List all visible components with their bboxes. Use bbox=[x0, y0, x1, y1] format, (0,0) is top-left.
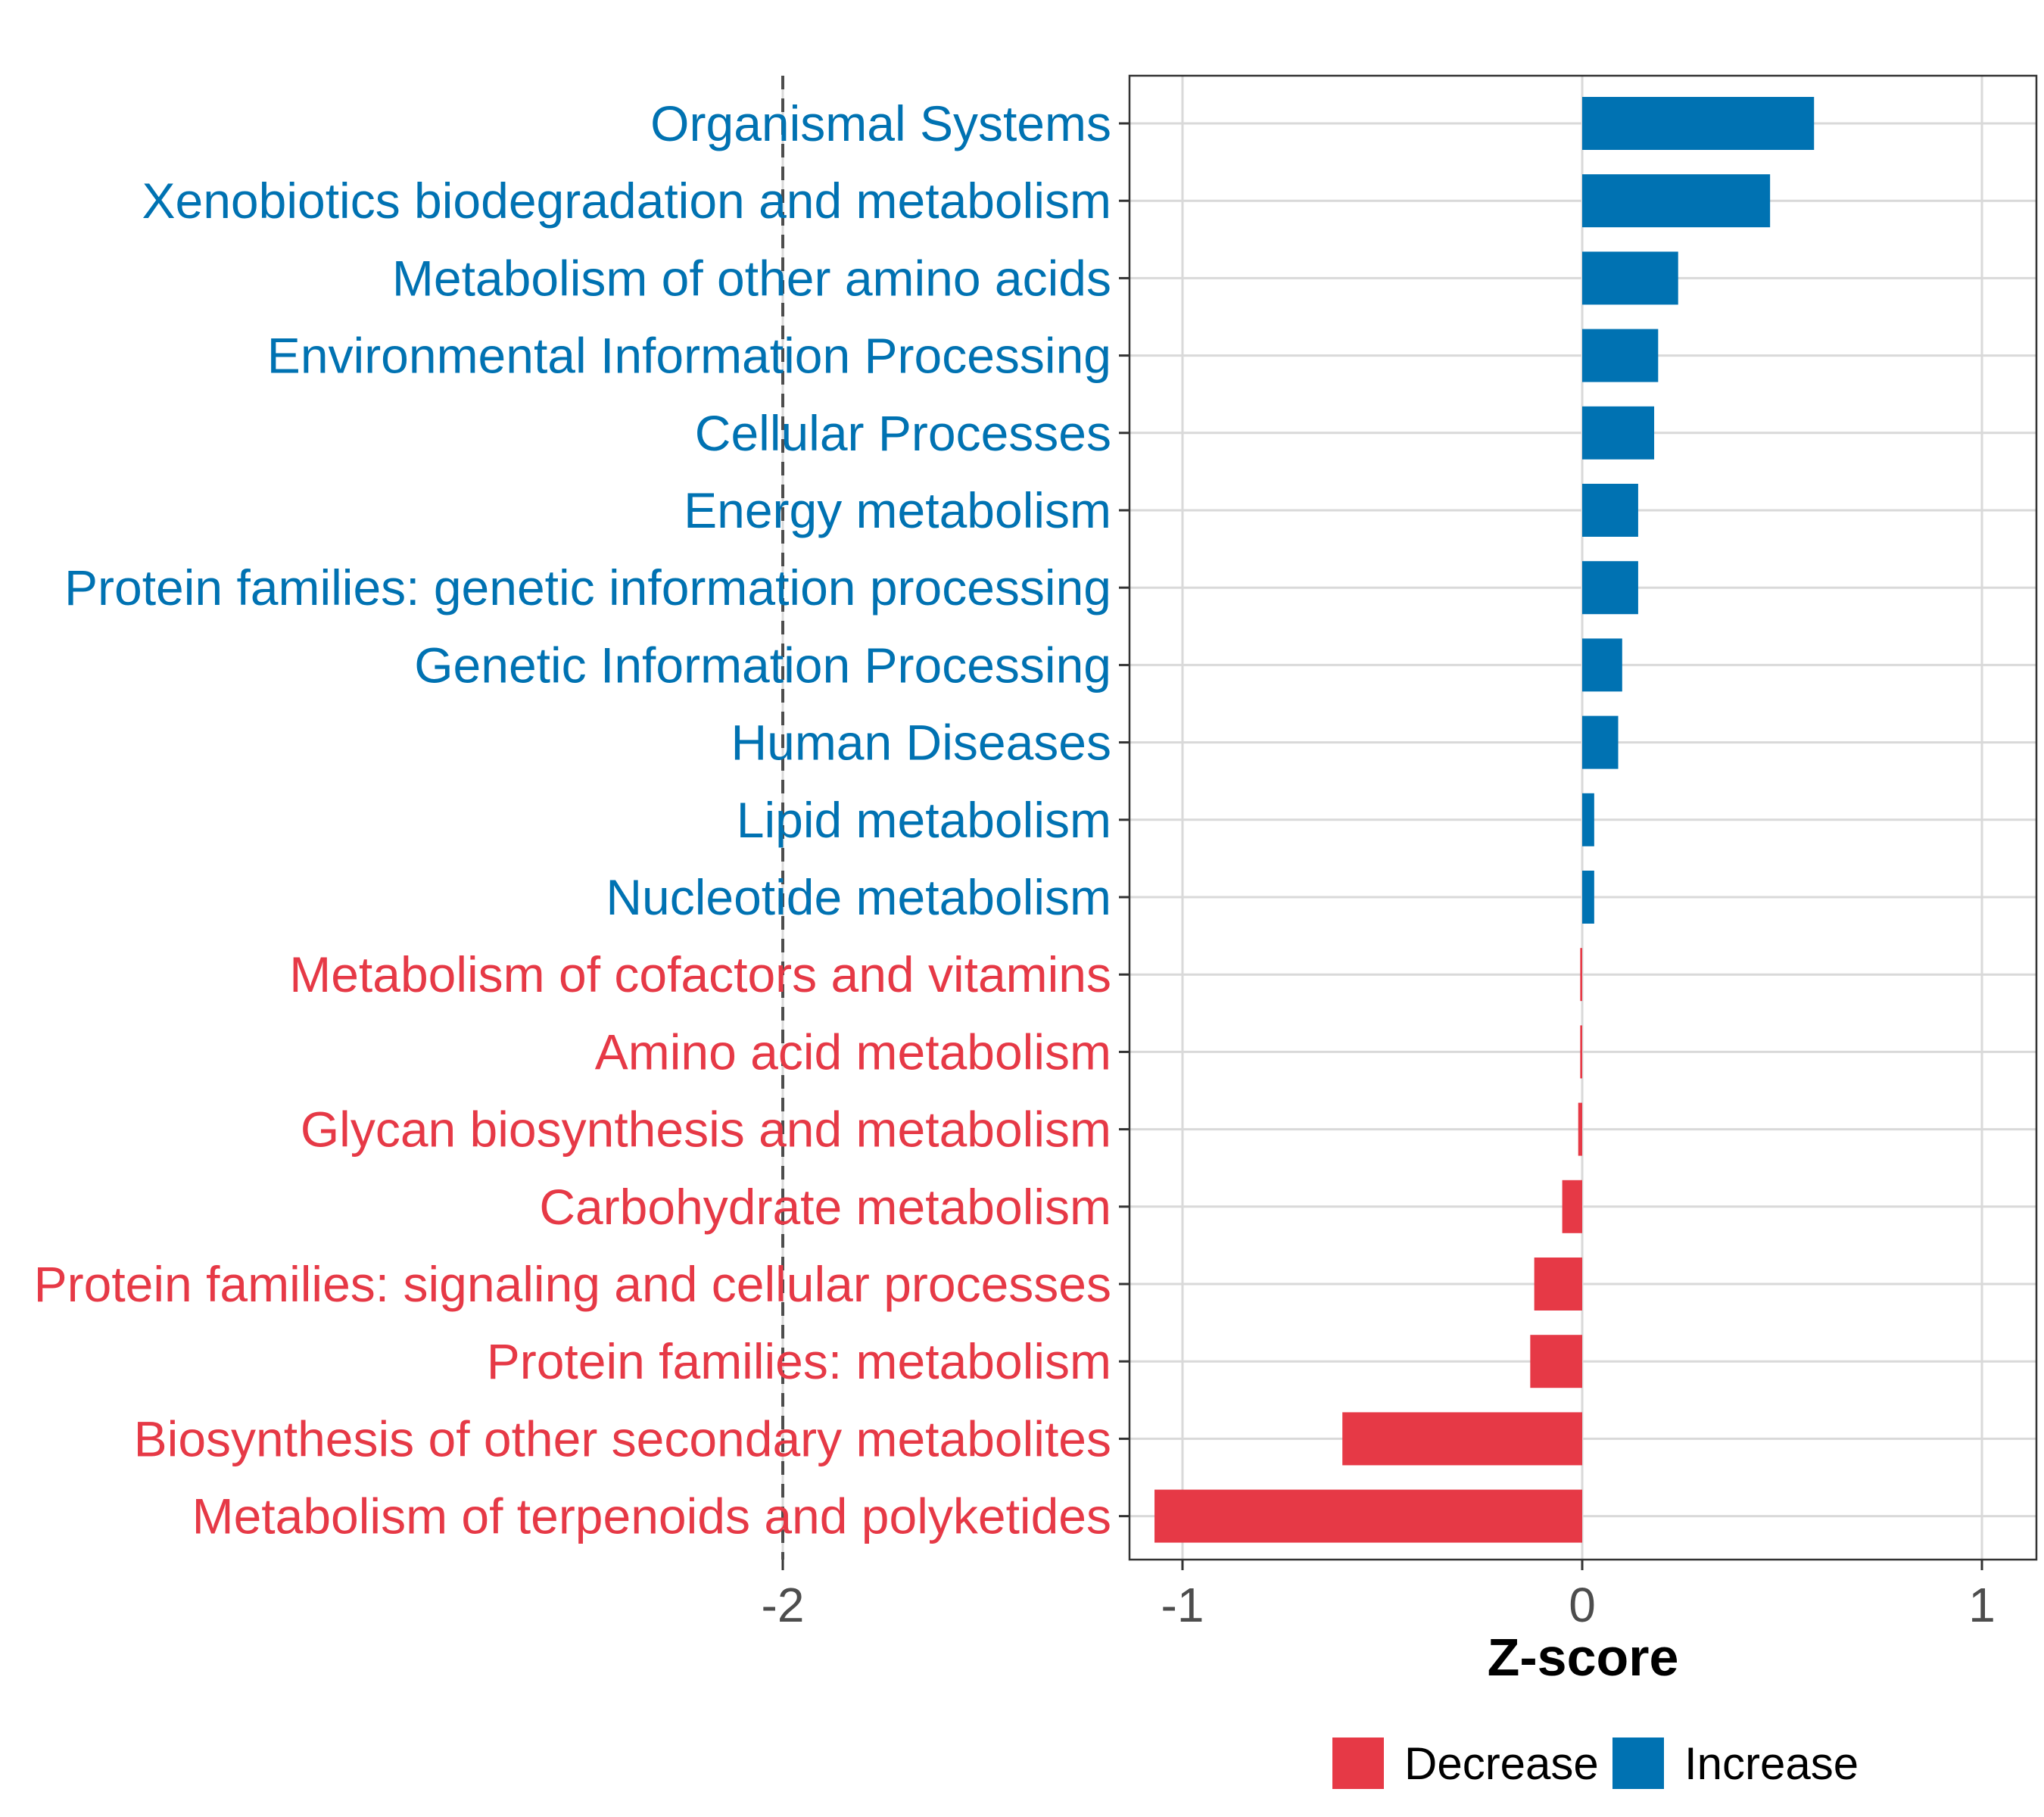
x-tick-label: 0 bbox=[1569, 1578, 1596, 1632]
bar bbox=[1582, 561, 1638, 615]
category-label: Protein families: genetic information pr… bbox=[64, 559, 1111, 616]
bar bbox=[1582, 406, 1655, 460]
category-label: Glycan biosynthesis and metabolism bbox=[301, 1102, 1111, 1158]
category-label: Metabolism of cofactors and vitamins bbox=[289, 946, 1111, 1002]
bar bbox=[1582, 793, 1594, 846]
category-label: Metabolism of terpenoids and polyketides bbox=[192, 1488, 1111, 1544]
x-tick-label: 1 bbox=[1968, 1578, 1996, 1632]
legend: Decrease Increase bbox=[1332, 1738, 1859, 1789]
bar bbox=[1582, 97, 1815, 150]
category-label: Organismal Systems bbox=[650, 95, 1111, 151]
category-label: Nucleotide metabolism bbox=[606, 869, 1111, 925]
x-tick-label: -2 bbox=[762, 1578, 805, 1632]
bar bbox=[1342, 1412, 1582, 1466]
bar bbox=[1154, 1489, 1582, 1543]
legend-swatch bbox=[1332, 1738, 1384, 1789]
bar bbox=[1582, 484, 1638, 537]
category-label: Lipid metabolism bbox=[737, 792, 1111, 848]
bars bbox=[1154, 97, 1815, 1543]
y-axis-labels: Organismal Systems Xenobiotics biodegrada… bbox=[34, 95, 1111, 1544]
bar bbox=[1582, 251, 1678, 305]
category-label: Environmental Information Processing bbox=[267, 328, 1111, 384]
category-label: Energy metabolism bbox=[684, 482, 1111, 538]
legend-label: Decrease bbox=[1404, 1738, 1599, 1789]
bar bbox=[1582, 871, 1594, 924]
category-label: Protein families: signaling and cellular… bbox=[34, 1256, 1111, 1312]
bar bbox=[1578, 1102, 1582, 1156]
category-label: Xenobiotics biodegradation and metabolis… bbox=[142, 173, 1112, 229]
x-axis-ticks: -2-1012 bbox=[762, 1560, 1996, 1632]
x-tick-label: -1 bbox=[1161, 1578, 1204, 1632]
category-label: Protein families: metabolism bbox=[487, 1333, 1111, 1389]
bar bbox=[1562, 1180, 1582, 1233]
legend-swatch bbox=[1612, 1738, 1664, 1789]
bar bbox=[1582, 174, 1771, 228]
x-axis-title: Z-score bbox=[1488, 1628, 1679, 1687]
reference-lines bbox=[781, 76, 784, 1560]
legend-label: Increase bbox=[1684, 1738, 1859, 1789]
category-label: Amino acid metabolism bbox=[595, 1024, 1111, 1080]
bar bbox=[1580, 948, 1582, 1002]
y-axis-ticks bbox=[1119, 122, 1129, 1518]
category-label: Cellular Processes bbox=[695, 405, 1111, 461]
bar bbox=[1530, 1335, 1582, 1388]
category-label: Metabolism of other amino acids bbox=[392, 250, 1111, 306]
category-label: Carbohydrate metabolism bbox=[539, 1179, 1111, 1235]
category-label: Biosynthesis of other secondary metaboli… bbox=[134, 1410, 1111, 1466]
bar bbox=[1582, 638, 1622, 692]
bar bbox=[1534, 1258, 1582, 1311]
category-label: Human Diseases bbox=[731, 715, 1111, 771]
bar bbox=[1580, 1025, 1582, 1079]
category-label: Genetic Information Processing bbox=[414, 637, 1111, 693]
bar bbox=[1582, 329, 1659, 382]
bar bbox=[1582, 715, 1619, 769]
